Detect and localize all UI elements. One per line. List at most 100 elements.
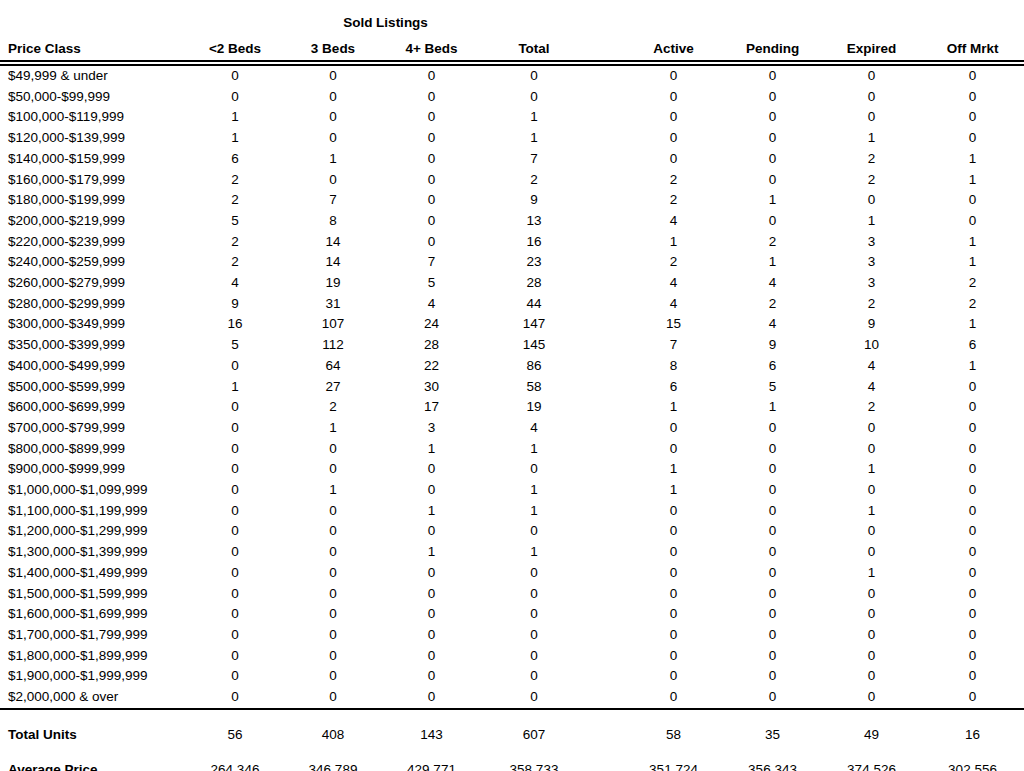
value-cell: 1 <box>624 459 723 480</box>
price-class-cell: $800,000-$899,999 <box>0 439 185 460</box>
group-header-spacer-left <box>0 6 185 35</box>
value-cell: 1 <box>822 211 921 232</box>
value-cell: 15 <box>624 314 723 335</box>
value-cell: 19 <box>285 273 381 294</box>
value-cell: 2 <box>822 170 921 191</box>
value-cell: 0 <box>285 625 381 646</box>
value-cell: 0 <box>285 521 381 542</box>
value-cell: 0 <box>482 646 586 667</box>
value-cell: 0 <box>482 63 586 87</box>
column-spacer <box>586 604 624 625</box>
price-class-cell: $140,000-$159,999 <box>0 149 185 170</box>
value-cell: 0 <box>381 211 482 232</box>
column-spacer <box>586 480 624 501</box>
column-spacer <box>586 687 624 709</box>
price-class-cell: $49,999 & under <box>0 63 185 87</box>
value-cell: 13 <box>482 211 586 232</box>
value-cell: 0 <box>185 87 285 108</box>
value-cell: 0 <box>381 190 482 211</box>
value-cell: 0 <box>482 563 586 584</box>
value-cell: 64 <box>285 356 381 377</box>
value-cell: 0 <box>723 501 822 522</box>
price-class-cell: $1,600,000-$1,699,999 <box>0 604 185 625</box>
value-cell: 86 <box>482 356 586 377</box>
table-head: Sold Listings Price Class<2 Beds3 Beds4+… <box>0 6 1024 63</box>
value-cell: 2 <box>624 252 723 273</box>
price-class-cell: $1,300,000-$1,399,999 <box>0 542 185 563</box>
value-cell: 1 <box>185 107 285 128</box>
value-cell: 0 <box>723 584 822 605</box>
value-cell: 16 <box>185 314 285 335</box>
value-cell: 0 <box>285 63 381 87</box>
value-cell: 0 <box>921 625 1024 646</box>
price-class-cell: $300,000-$349,999 <box>0 314 185 335</box>
value-cell: 6 <box>185 149 285 170</box>
price-class-cell: $1,500,000-$1,599,999 <box>0 584 185 605</box>
value-cell: 0 <box>723 625 822 646</box>
value-cell: 107 <box>285 314 381 335</box>
value-cell: 0 <box>921 646 1024 667</box>
sold-listings-table: Sold Listings Price Class<2 Beds3 Beds4+… <box>0 6 1024 771</box>
value-cell: 0 <box>921 107 1024 128</box>
value-cell: 0 <box>285 87 381 108</box>
value-cell: 0 <box>921 604 1024 625</box>
summary-value-cell: 408 <box>285 709 381 742</box>
column-spacer <box>586 356 624 377</box>
price-class-cell: $1,900,000-$1,999,999 <box>0 666 185 687</box>
value-cell: 0 <box>482 87 586 108</box>
value-cell: 1 <box>921 170 1024 191</box>
value-cell: 1 <box>185 377 285 398</box>
value-cell: 0 <box>624 687 723 709</box>
value-cell: 0 <box>381 666 482 687</box>
value-cell: 0 <box>624 87 723 108</box>
value-cell: 0 <box>723 542 822 563</box>
value-cell: 27 <box>285 377 381 398</box>
value-cell: 0 <box>921 87 1024 108</box>
column-header: Active <box>624 35 723 63</box>
value-cell: 1 <box>921 232 1024 253</box>
value-cell: 0 <box>381 604 482 625</box>
value-cell: 6 <box>624 377 723 398</box>
value-cell: 147 <box>482 314 586 335</box>
value-cell: 22 <box>381 356 482 377</box>
table-row: $1,500,000-$1,599,99900000000 <box>0 584 1024 605</box>
summary-label-cell: Average Price <box>0 742 185 771</box>
value-cell: 1 <box>482 542 586 563</box>
table-row: $1,900,000-$1,999,99900000000 <box>0 666 1024 687</box>
column-spacer <box>586 501 624 522</box>
value-cell: 0 <box>723 687 822 709</box>
value-cell: 0 <box>822 687 921 709</box>
column-spacer <box>586 107 624 128</box>
value-cell: 0 <box>723 418 822 439</box>
value-cell: 1 <box>482 107 586 128</box>
column-spacer <box>586 149 624 170</box>
value-cell: 2 <box>185 232 285 253</box>
column-header: Off Mrkt <box>921 35 1024 63</box>
column-spacer <box>586 584 624 605</box>
value-cell: 1 <box>185 128 285 149</box>
price-class-cell: $1,000,000-$1,099,999 <box>0 480 185 501</box>
value-cell: 0 <box>624 501 723 522</box>
value-cell: 4 <box>482 418 586 439</box>
value-cell: 2 <box>185 190 285 211</box>
value-cell: 0 <box>822 418 921 439</box>
table-row: $1,800,000-$1,899,99900000000 <box>0 646 1024 667</box>
value-cell: 5 <box>723 377 822 398</box>
value-cell: 1 <box>624 397 723 418</box>
table-row: $260,000-$279,9994195284432 <box>0 273 1024 294</box>
summary-value-cell: 56 <box>185 709 285 742</box>
value-cell: 0 <box>822 63 921 87</box>
value-cell: 0 <box>381 584 482 605</box>
value-cell: 0 <box>285 439 381 460</box>
table-row: $240,000-$259,9992147232131 <box>0 252 1024 273</box>
column-spacer <box>586 709 624 742</box>
column-spacer <box>586 232 624 253</box>
value-cell: 0 <box>624 604 723 625</box>
value-cell: 0 <box>921 563 1024 584</box>
value-cell: 8 <box>624 356 723 377</box>
summary-row: Average Price264,346346,789429,771358,73… <box>0 742 1024 771</box>
table-row: $1,000,000-$1,099,99901011000 <box>0 480 1024 501</box>
value-cell: 0 <box>921 190 1024 211</box>
table-row: $2,000,000 & over00000000 <box>0 687 1024 709</box>
price-class-cell: $2,000,000 & over <box>0 687 185 709</box>
